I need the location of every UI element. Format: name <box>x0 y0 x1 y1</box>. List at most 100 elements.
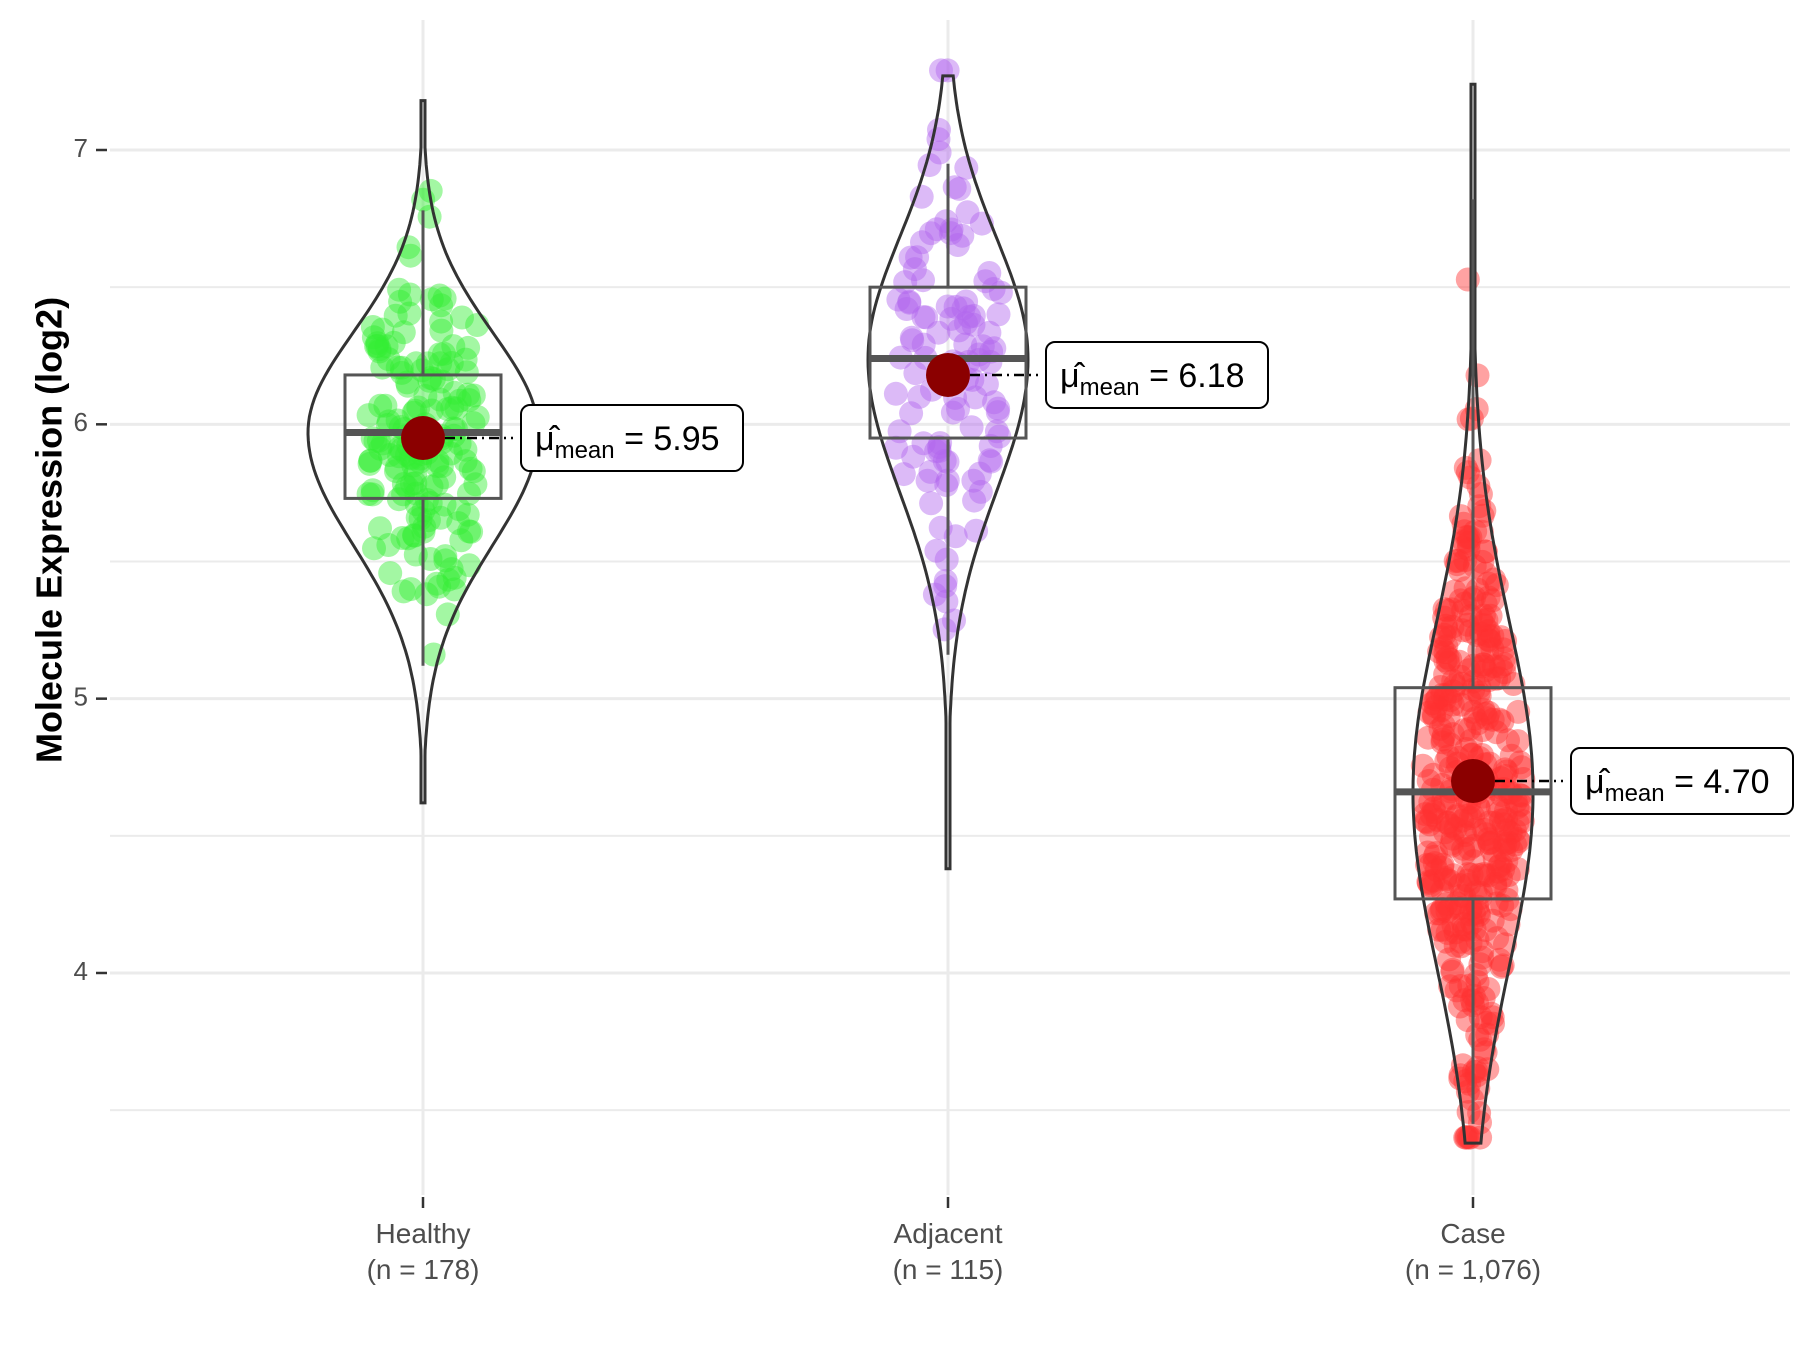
data-point <box>1480 908 1505 933</box>
data-point <box>418 366 443 390</box>
data-point <box>1484 720 1509 745</box>
data-point <box>1458 902 1483 927</box>
data-point <box>1440 957 1465 982</box>
data-point <box>1452 988 1477 1013</box>
data-point <box>1469 608 1494 633</box>
data-point <box>1503 832 1528 857</box>
data-point <box>1493 932 1517 957</box>
data-point <box>907 384 932 409</box>
data-point <box>1480 623 1505 648</box>
data-point <box>1495 818 1519 843</box>
data-point <box>1433 820 1458 845</box>
data-point <box>1489 766 1514 791</box>
data-point <box>1505 795 1530 820</box>
data-point <box>1486 859 1511 884</box>
data-point <box>1438 647 1463 672</box>
data-point <box>902 257 927 282</box>
data-point <box>1496 728 1520 753</box>
data-point <box>1457 973 1482 998</box>
data-point <box>926 320 951 345</box>
data-point <box>438 441 463 466</box>
data-point <box>1477 831 1502 856</box>
data-point <box>1442 579 1467 604</box>
data-point <box>901 444 926 469</box>
data-point <box>416 508 441 533</box>
data-point <box>1458 619 1483 644</box>
data-point <box>371 431 395 456</box>
data-point <box>1463 706 1488 731</box>
data-point <box>1472 863 1497 888</box>
data-point <box>1430 878 1455 903</box>
data-point <box>1492 829 1516 854</box>
data-point <box>356 403 381 428</box>
data-point <box>1432 622 1457 647</box>
data-point <box>1484 891 1509 916</box>
data-point <box>1471 697 1496 722</box>
data-point <box>947 176 972 201</box>
data-point <box>961 468 986 493</box>
data-point <box>1508 792 1533 817</box>
data-point <box>1491 812 1516 837</box>
data-point <box>1485 794 1510 819</box>
data-point <box>1443 673 1467 698</box>
data-point <box>891 462 916 487</box>
data-point <box>1470 718 1495 743</box>
data-point <box>1454 737 1479 761</box>
data-point <box>1459 728 1483 753</box>
data-point <box>1492 646 1517 671</box>
data-point <box>1433 613 1458 638</box>
data-point <box>1435 811 1460 835</box>
data-point <box>385 408 410 433</box>
data-point <box>1487 707 1512 732</box>
data-point <box>450 305 474 330</box>
data-point <box>924 439 949 464</box>
data-point <box>402 523 426 548</box>
jitter-points <box>356 58 1536 1150</box>
data-point <box>376 347 401 372</box>
data-point <box>897 290 922 315</box>
data-point <box>963 385 988 410</box>
data-point <box>918 459 943 484</box>
data-point <box>461 459 486 484</box>
data-point <box>360 482 385 507</box>
data-point <box>1494 878 1519 903</box>
data-point <box>454 360 479 385</box>
data-point <box>387 277 412 302</box>
data-point <box>1418 873 1443 898</box>
data-point <box>1491 637 1516 662</box>
data-point <box>1422 851 1447 876</box>
data-point <box>378 561 403 586</box>
data-point <box>1459 862 1484 887</box>
data-point <box>453 449 478 474</box>
data-point <box>1461 833 1486 858</box>
data-point <box>1438 688 1463 713</box>
data-point <box>927 435 951 460</box>
x-tick-n-label: (n = 178) <box>367 1254 480 1285</box>
data-point <box>381 330 406 355</box>
data-point <box>1447 649 1472 674</box>
data-point <box>1490 709 1515 734</box>
data-point <box>1419 875 1444 900</box>
data-point <box>1428 716 1453 741</box>
data-point <box>360 315 385 339</box>
data-point <box>1413 802 1438 827</box>
data-point <box>1458 896 1483 921</box>
data-point <box>433 544 458 569</box>
data-point <box>970 334 995 359</box>
data-point <box>459 519 484 544</box>
data-point <box>384 459 408 484</box>
data-point <box>1444 804 1469 829</box>
data-point <box>398 243 423 268</box>
data-point <box>1476 627 1501 652</box>
data-point <box>947 318 971 343</box>
data-point <box>1494 849 1519 874</box>
data-point <box>365 331 390 356</box>
data-point <box>1430 917 1455 942</box>
data-point <box>1476 700 1501 725</box>
violin-case <box>1411 82 1535 1145</box>
data-point <box>1471 652 1496 677</box>
data-point <box>1422 800 1447 824</box>
data-point <box>1419 802 1444 827</box>
data-point <box>1488 625 1513 650</box>
data-point <box>421 367 446 391</box>
